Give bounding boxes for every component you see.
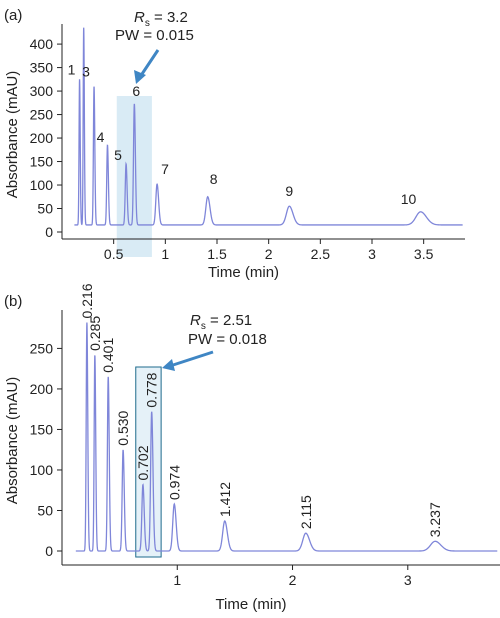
y-tick-label-b: 200 [30,381,54,397]
peak-label: 0.401 [100,338,116,373]
y-tick-label-a: 50 [37,201,53,217]
chromatogram-trace-b [75,322,498,552]
pw-text-a: PW = 0.015 [115,27,194,44]
y-tick-label-a: 300 [30,83,54,99]
arrowhead-b [162,359,175,371]
peak-label: 0.285 [87,316,103,351]
x-tick-label-b: 2 [289,572,297,588]
arrow-a [138,49,160,78]
y-tick-label-b: 100 [30,462,54,478]
resolution-annotation-a: Rs = 3.2 PW = 0.015 [115,9,194,84]
x-tick-label-a: 2 [265,246,273,262]
panel-a: (a) 1 2 3 45 6 7 8 9 10 0 50 100 150 200 250 300 350 400… [4,7,465,281]
y-tick-label-a: 400 [30,36,54,52]
peak-label: 4 [97,129,105,145]
peak-label: 10 [401,191,417,207]
panel-label-b: (b) [4,293,22,310]
x-tick-label-a: 3.5 [414,246,434,262]
peak-label: 0.778 [144,372,160,407]
rs-value-b: = 2.51 [206,312,252,329]
resolution-annotation-b: Rs = 2.51 PW = 0.018 [162,312,267,371]
peak-label: 0.702 [135,445,151,480]
arrowhead-a [134,70,146,84]
y-tick-label-b: 150 [30,421,54,437]
x-tick-label-b: 3 [404,572,412,588]
rs-subscript-b: s [201,321,206,332]
peak-label: 3.237 [427,502,443,537]
x-tick-label-a: 2.5 [311,246,331,262]
peak-label: 3 [82,63,90,79]
rs-symbol-a: R [134,9,145,26]
chromatogram-trace-a [74,27,463,226]
peak-label: 6 [132,83,140,99]
pw-text-b: PW = 0.018 [188,331,267,348]
x-tick-label-a: 1.5 [207,246,227,262]
y-tick-label-a: 200 [30,130,54,146]
rs-value-a: = 3.2 [150,9,188,26]
x-tick-label-a: 0.5 [104,246,124,262]
peak-label: 1 [68,61,76,77]
peak-label: 5 [114,147,122,163]
y-tick-label-b: 50 [37,502,53,518]
peak-label: 1.412 [217,482,233,517]
x-axis-title-b: Time (min) [215,596,286,613]
y-tick-label-b: 250 [30,340,54,356]
rs-subscript-a: s [145,18,150,29]
y-tick-label-b: 0 [45,543,53,559]
y-tick-label-a: 350 [30,60,54,76]
highlight-box-b [135,366,162,558]
y-tick-label-a: 0 [45,224,53,240]
rs-symbol-b: R [190,312,201,329]
peak-label: 7 [161,161,169,177]
y-tick-label-a: 250 [30,107,54,123]
y-tick-label-a: 150 [30,154,54,170]
x-axis-title-a: Time (min) [208,264,279,281]
peak-label: 0.974 [166,465,182,500]
x-tick-label-a: 1 [161,246,169,262]
y-axis-title-b: Absorbance (mAU) [4,377,21,505]
panel-label-a: (a) [4,7,22,24]
x-tick-label-a: 3 [368,246,376,262]
y-tick-label-a: 100 [30,177,54,193]
peak-label: 9 [285,183,293,199]
rs-text-b: Rs = 2.51 [190,312,252,332]
peak-label: 2.115 [298,495,314,529]
rs-text-a: Rs = 3.2 [134,9,188,29]
x-tick-label-b: 1 [173,572,181,588]
peak-label: 8 [210,171,218,187]
y-axis-title-a: Absorbance (mAU) [4,71,21,199]
peak-label: 0.216 [79,283,95,318]
peak-label: 0.530 [115,410,131,445]
arrow-b [169,350,214,368]
